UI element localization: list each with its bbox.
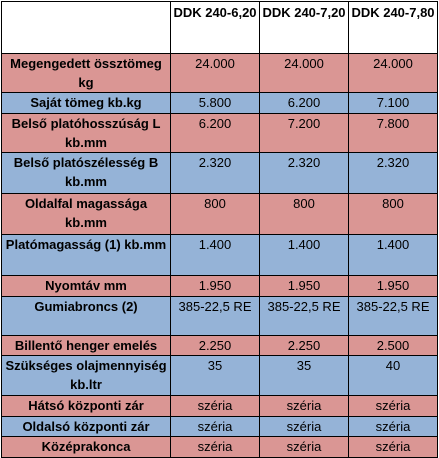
cell-value: 24.000 — [259, 53, 349, 93]
cell-value: széria — [259, 416, 349, 437]
table-row: Belső platóhosszúság L kb.mm 6.200 7.200 7.… — [1, 113, 438, 153]
column-header: DDK 240-7,80 — [348, 1, 438, 54]
cell-value: 35 — [170, 355, 260, 396]
table-row: Oldalsó központi zár széria széria széria — [1, 416, 438, 437]
cell-value: 7.100 — [348, 92, 438, 114]
row-label: Nyomtáv mm — [1, 275, 171, 297]
cell-value: 385-22,5 RE — [259, 296, 349, 336]
column-header: DDK 240-6,20 — [170, 1, 260, 54]
cell-value: 800 — [170, 193, 260, 235]
cell-value: 1.950 — [348, 275, 438, 297]
cell-value: széria — [259, 395, 349, 417]
cell-value: 2.320 — [170, 152, 260, 194]
cell-value: széria — [170, 395, 260, 417]
row-label: Hátsó központi zár — [1, 395, 171, 417]
row-label: Belső platószélesség B kb.mm — [1, 152, 171, 194]
cell-value: 7.200 — [259, 113, 349, 153]
cell-value: 7.800 — [348, 113, 438, 153]
row-label: Megengedett össztömeg kg — [1, 53, 171, 93]
row-label: Platómagasság (1) kb.mm — [1, 234, 171, 276]
table-row: Oldalfal magassága kb.mm 800 800 800 — [1, 193, 438, 235]
row-label: Gumiabroncs (2) — [1, 296, 171, 336]
cell-value: 1.400 — [259, 234, 349, 276]
row-label: Belső platóhosszúság L kb.mm — [1, 113, 171, 153]
cell-value: 6.200 — [170, 113, 260, 153]
row-label: Középrakonca — [1, 436, 171, 458]
cell-value: 2.320 — [348, 152, 438, 194]
cell-value: széria — [170, 436, 260, 458]
table-row: Billentő henger emelés 2.250 2.250 2.500 — [1, 335, 438, 356]
table-row: Szükséges olajmennyiség kb.ltr 35 35 40 — [1, 355, 438, 396]
table-row: Középrakonca széria széria széria — [1, 436, 438, 458]
cell-value: 2.320 — [259, 152, 349, 194]
header-row: DDK 240-6,20 DDK 240-7,20 DDK 240-7,80 — [1, 1, 438, 54]
corner-cell — [1, 1, 171, 54]
cell-value: 24.000 — [170, 53, 260, 93]
table-row: Nyomtáv mm 1.950 1.950 1.950 — [1, 275, 438, 297]
cell-value: 6.200 — [259, 92, 349, 114]
row-label: Billentő henger emelés — [1, 335, 171, 356]
cell-value: 24.000 — [348, 53, 438, 93]
table-row: Gumiabroncs (2) 385-22,5 RE 385-22,5 RE 385… — [1, 296, 438, 336]
row-label: Szükséges olajmennyiség kb.ltr — [1, 355, 171, 396]
row-label: Saját tömeg kb.kg — [1, 92, 171, 114]
cell-value: széria — [170, 416, 260, 437]
row-label: Oldalsó központi zár — [1, 416, 171, 437]
cell-value: 1.400 — [170, 234, 260, 276]
cell-value: 40 — [348, 355, 438, 396]
cell-value: 1.400 — [348, 234, 438, 276]
table-row: Platómagasság (1) kb.mm 1.400 1.400 1.400 — [1, 234, 438, 276]
cell-value: 385-22,5 RE — [170, 296, 260, 336]
cell-value: 1.950 — [170, 275, 260, 297]
column-header: DDK 240-7,20 — [259, 1, 349, 54]
table-row: Saját tömeg kb.kg 5.800 6.200 7.100 — [1, 92, 438, 114]
table-row: Belső platószélesség B kb.mm 2.320 2.320 2.… — [1, 152, 438, 194]
cell-value: 2.250 — [170, 335, 260, 356]
table-row: Hátsó központi zár széria széria széria — [1, 395, 438, 417]
cell-value: széria — [348, 436, 438, 458]
cell-value: széria — [348, 395, 438, 417]
cell-value: széria — [348, 416, 438, 437]
cell-value: 2.250 — [259, 335, 349, 356]
cell-value: 35 — [259, 355, 349, 396]
table-row: Megengedett össztömeg kg 24.000 24.000 24.0… — [1, 53, 438, 93]
cell-value: 800 — [348, 193, 438, 235]
row-label: Oldalfal magassága kb.mm — [1, 193, 171, 235]
cell-value: 1.950 — [259, 275, 349, 297]
cell-value: 800 — [259, 193, 349, 235]
cell-value: 2.500 — [348, 335, 438, 356]
cell-value: széria — [259, 436, 349, 458]
cell-value: 385-22,5 RE — [348, 296, 438, 336]
cell-value: 5.800 — [170, 92, 260, 114]
